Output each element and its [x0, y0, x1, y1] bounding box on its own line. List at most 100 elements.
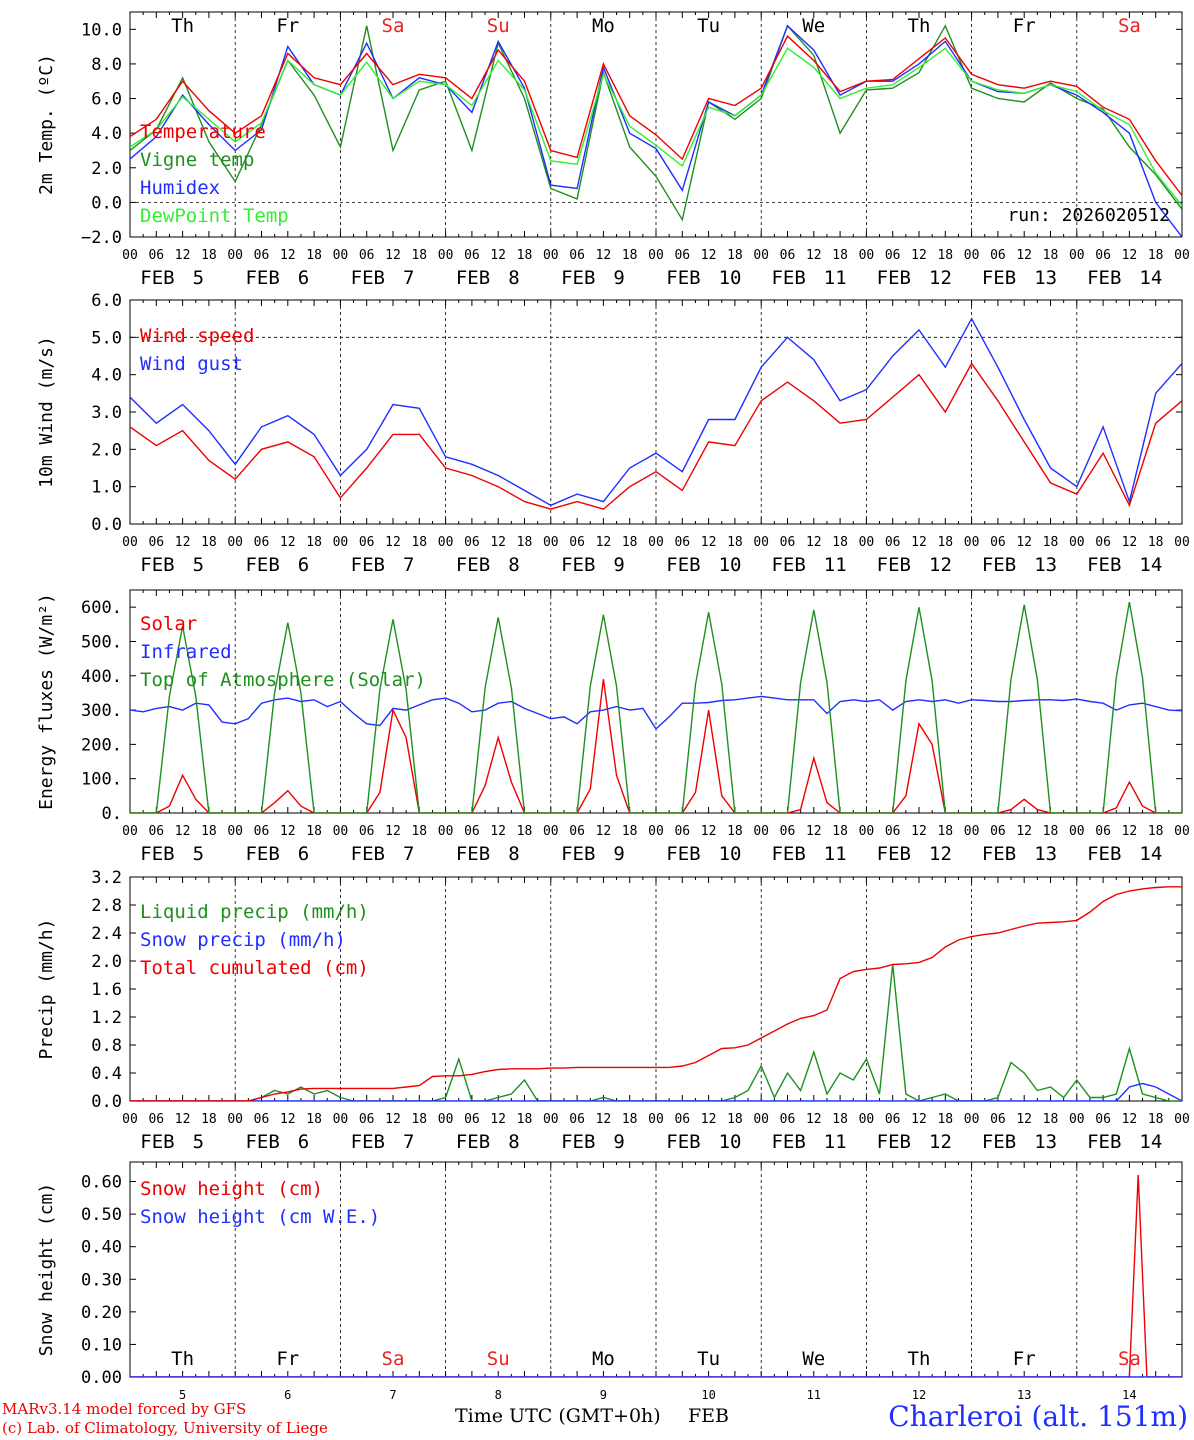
hour-tick-label: 18	[1148, 824, 1164, 839]
panel-5: 0.00 0.10 0.20 0.30 0.40 0.50 0.60 Snow height …	[36, 1161, 1183, 1402]
date-day-label: 5	[193, 267, 204, 289]
date-month-label: FEB	[877, 1131, 911, 1153]
hour-tick-label: 00	[438, 535, 454, 550]
y-tick-label: 0.60	[81, 1173, 122, 1193]
date-day-label: 13	[1034, 843, 1057, 865]
hour-tick-label: 18	[306, 248, 322, 263]
weekday-label: Fr	[1013, 1348, 1036, 1370]
panel-2: 0.0 1.0 2.0 3.0 4.0 5.0 6.0 10m Wind (m/s) 00 06 1…	[36, 291, 1190, 576]
hour-tick-label: 00	[1174, 535, 1190, 550]
hour-tick-label: 06	[885, 248, 901, 263]
date-day-label: 9	[613, 554, 624, 576]
date-month-label: FEB	[771, 267, 805, 289]
hour-tick-label: 12	[596, 1112, 612, 1127]
date-month-label: FEB	[982, 1131, 1016, 1153]
date-month-label: FEB	[561, 1131, 595, 1153]
hour-tick-label: 00	[333, 248, 349, 263]
x-axis-month: FEB	[688, 1405, 730, 1427]
y-tick-label: 2.4	[91, 924, 122, 944]
hour-tick-label: 18	[306, 1112, 322, 1127]
date-day-label: 10	[701, 1388, 715, 1402]
legend-entry: Wind gust	[140, 353, 243, 375]
panel-1: −2.0 0.0 2.0 4.0 6.0 8.0 10.0 2m Temp. (ºC) 00 06…	[36, 11, 1190, 289]
date-month-label: FEB	[140, 1131, 174, 1153]
y-tick-label: 0.10	[81, 1335, 122, 1355]
date-day-label: 13	[1034, 554, 1057, 576]
date-month-label: FEB	[877, 554, 911, 576]
weekday-label: We	[802, 1348, 825, 1370]
hour-tick-label: 12	[490, 824, 506, 839]
hour-tick-label: 00	[227, 824, 243, 839]
station-name: Charleroi (alt. 151m)	[888, 1400, 1188, 1433]
date-month-label: FEB	[245, 267, 279, 289]
hour-tick-label: 12	[1122, 535, 1138, 550]
hour-tick-label: 00	[227, 248, 243, 263]
y-tick-label: 0.0	[91, 1092, 122, 1112]
hour-tick-label: 06	[148, 1112, 164, 1127]
hour-tick-label: 00	[1069, 248, 1085, 263]
hour-tick-label: 18	[727, 535, 743, 550]
hour-tick-label: 06	[674, 535, 690, 550]
weekday-label: Fr	[1013, 15, 1036, 37]
date-day-label: 14	[1139, 1131, 1162, 1153]
date-month-label: FEB	[1087, 267, 1121, 289]
legend-entry: Top of Atmosphere (Solar)	[140, 669, 426, 691]
date-month-label: FEB	[666, 554, 700, 576]
hour-tick-label: 00	[122, 535, 138, 550]
date-day-label: 8	[495, 1388, 502, 1402]
date-day-label: 7	[389, 1388, 396, 1402]
weekday-label: Fr	[276, 1348, 299, 1370]
y-axis-label: Snow height (cm)	[36, 1183, 57, 1356]
hour-tick-label: 12	[385, 248, 401, 263]
date-month-label: FEB	[982, 267, 1016, 289]
hour-tick-label: 06	[254, 1112, 270, 1127]
hour-tick-label: 06	[885, 535, 901, 550]
hour-tick-label: 18	[306, 535, 322, 550]
hour-tick-label: 12	[596, 248, 612, 263]
date-month-label: FEB	[561, 267, 595, 289]
hour-tick-label: 18	[306, 824, 322, 839]
hour-tick-label: 12	[806, 824, 822, 839]
hour-tick-label: 00	[648, 248, 664, 263]
hour-tick-label: 00	[859, 1112, 875, 1127]
hour-tick-label: 12	[911, 824, 927, 839]
date-day-label: 6	[298, 1131, 309, 1153]
date-day-label: 6	[298, 554, 309, 576]
date-day-label: 11	[824, 267, 847, 289]
hour-tick-label: 18	[727, 248, 743, 263]
date-month-label: FEB	[561, 843, 595, 865]
date-day-label: 7	[403, 843, 414, 865]
date-day-label: 8	[508, 267, 519, 289]
date-day-label: 10	[719, 267, 742, 289]
legend-entry: Snow precip (mm/h)	[140, 929, 346, 951]
series-line-2-2	[130, 317, 1182, 507]
y-tick-label: 6.0	[91, 90, 122, 110]
hour-tick-label: 18	[411, 824, 427, 839]
hour-tick-label: 18	[622, 248, 638, 263]
hour-tick-label: 00	[122, 248, 138, 263]
weekday-label: Sa	[1118, 1348, 1141, 1370]
hour-tick-label: 00	[543, 1112, 559, 1127]
y-tick-label: 500.	[81, 632, 122, 652]
y-tick-label: 2.0	[91, 440, 122, 460]
hour-tick-label: 00	[1069, 1112, 1085, 1127]
legend-entry: Infrared	[140, 641, 232, 663]
hour-tick-label: 06	[674, 824, 690, 839]
date-month-label: FEB	[1087, 554, 1121, 576]
hour-tick-label: 00	[438, 824, 454, 839]
date-day-label: 5	[193, 1131, 204, 1153]
y-tick-label: 0.30	[81, 1270, 122, 1290]
hour-tick-label: 00	[859, 824, 875, 839]
hour-tick-label: 06	[990, 248, 1006, 263]
date-month-label: FEB	[982, 554, 1016, 576]
hour-tick-label: 00	[1069, 535, 1085, 550]
date-month-label: FEB	[666, 1131, 700, 1153]
hour-tick-label: 12	[385, 535, 401, 550]
date-day-label: 12	[929, 843, 952, 865]
hour-tick-label: 18	[1148, 248, 1164, 263]
date-day-label: 12	[929, 267, 952, 289]
date-month-label: FEB	[140, 843, 174, 865]
hour-tick-label: 00	[333, 535, 349, 550]
y-tick-label: 0.20	[81, 1303, 122, 1323]
hour-tick-label: 12	[1016, 535, 1032, 550]
